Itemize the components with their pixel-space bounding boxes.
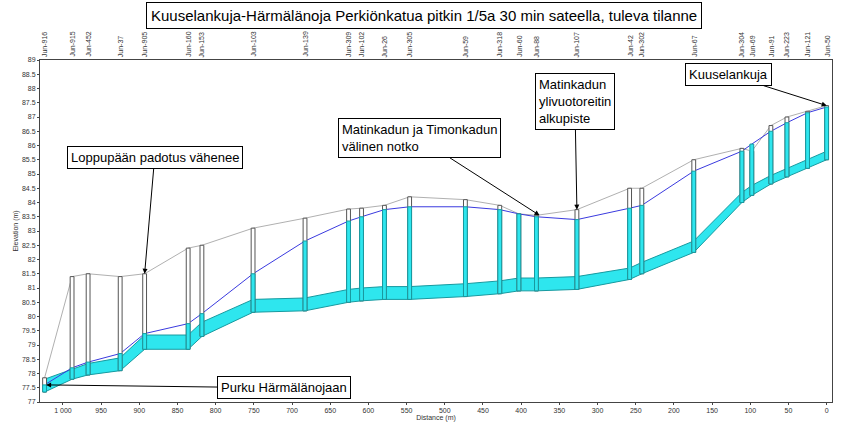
svg-text:87: 87 — [28, 113, 36, 120]
svg-text:0: 0 — [825, 407, 829, 414]
svg-text:450: 450 — [477, 407, 489, 414]
svg-text:Jun-318: Jun-318 — [496, 32, 503, 57]
svg-text:850: 850 — [172, 407, 184, 414]
svg-text:Loppupään padotus vähenee: Loppupään padotus vähenee — [71, 150, 239, 165]
svg-text:Jun-69: Jun-69 — [749, 35, 756, 57]
svg-text:Jun-102: Jun-102 — [358, 32, 365, 57]
svg-text:Distance (m): Distance (m) — [416, 414, 456, 422]
svg-text:83.5: 83.5 — [22, 213, 36, 220]
svg-text:Jun-103: Jun-103 — [250, 31, 257, 56]
svg-text:Jun-915: Jun-915 — [69, 31, 76, 56]
svg-text:Jun-309: Jun-309 — [345, 32, 352, 57]
svg-text:Jun-223: Jun-223 — [783, 32, 790, 57]
svg-text:79.5: 79.5 — [22, 327, 36, 334]
svg-text:84: 84 — [28, 199, 36, 206]
svg-text:Jun-160: Jun-160 — [185, 31, 192, 56]
svg-text:Jun-905: Jun-905 — [141, 32, 148, 57]
svg-text:950: 950 — [95, 407, 107, 414]
svg-text:1 000: 1 000 — [54, 407, 72, 414]
svg-text:Matinkadun ja Timonkadunväline: Matinkadun ja Timonkadunvälinen notko — [342, 122, 497, 154]
svg-text:750: 750 — [248, 407, 260, 414]
svg-text:Jun-59: Jun-59 — [462, 36, 469, 58]
svg-text:Jun-107: Jun-107 — [573, 32, 580, 57]
svg-text:Jun-139: Jun-139 — [302, 31, 309, 56]
svg-text:Jun-42: Jun-42 — [627, 35, 634, 57]
svg-text:Jun-153: Jun-153 — [198, 32, 205, 57]
svg-text:Jun-26: Jun-26 — [381, 36, 388, 58]
svg-text:700: 700 — [286, 407, 298, 414]
svg-text:77.5: 77.5 — [22, 384, 36, 391]
svg-text:Jun-452: Jun-452 — [85, 31, 92, 56]
svg-text:Jun-302: Jun-302 — [638, 32, 645, 57]
svg-text:78: 78 — [28, 370, 36, 377]
svg-text:Kuuselankuja: Kuuselankuja — [689, 67, 768, 82]
svg-text:Jun-916: Jun-916 — [41, 32, 48, 57]
svg-text:82: 82 — [28, 256, 36, 263]
svg-text:Matinkadunylivuotoreitinalkupi: Matinkadunylivuotoreitinalkupiste — [539, 77, 611, 126]
svg-text:900: 900 — [133, 407, 145, 414]
svg-text:Jun-305: Jun-305 — [406, 32, 413, 57]
svg-text:83: 83 — [28, 227, 36, 234]
svg-text:800: 800 — [210, 407, 222, 414]
svg-text:400: 400 — [515, 407, 527, 414]
svg-text:86: 86 — [28, 142, 36, 149]
svg-text:500: 500 — [439, 407, 451, 414]
svg-text:300: 300 — [592, 407, 604, 414]
svg-text:350: 350 — [553, 407, 565, 414]
svg-text:87.5: 87.5 — [22, 99, 36, 106]
svg-text:80.5: 80.5 — [22, 299, 36, 306]
svg-text:Elevation (m): Elevation (m) — [12, 210, 20, 251]
svg-text:84.5: 84.5 — [22, 185, 36, 192]
svg-text:86.5: 86.5 — [22, 128, 36, 135]
svg-text:200: 200 — [668, 407, 680, 414]
svg-text:82.5: 82.5 — [22, 242, 36, 249]
svg-text:81: 81 — [28, 284, 36, 291]
svg-text:Jun-67: Jun-67 — [691, 35, 698, 57]
svg-text:77: 77 — [28, 398, 36, 405]
svg-text:85: 85 — [28, 170, 36, 177]
svg-text:Jun-304: Jun-304 — [738, 32, 745, 57]
svg-text:78.5: 78.5 — [22, 356, 36, 363]
svg-text:100: 100 — [744, 407, 756, 414]
svg-text:250: 250 — [630, 407, 642, 414]
svg-text:81.5: 81.5 — [22, 270, 36, 277]
svg-text:50: 50 — [785, 407, 793, 414]
svg-text:650: 650 — [324, 407, 336, 414]
svg-text:85.5: 85.5 — [22, 156, 36, 163]
svg-text:Jun-37: Jun-37 — [117, 36, 124, 58]
svg-text:Kuuselankuja-Härmälänoja Perki: Kuuselankuja-Härmälänoja Perkiönkatua pi… — [151, 7, 697, 24]
svg-text:Jun-121: Jun-121 — [804, 32, 811, 57]
svg-text:Purku Härmälänojaan: Purku Härmälänojaan — [221, 380, 347, 395]
svg-text:150: 150 — [706, 407, 718, 414]
svg-text:89: 89 — [28, 56, 36, 63]
svg-text:Jun-91: Jun-91 — [768, 35, 775, 57]
svg-text:600: 600 — [363, 407, 375, 414]
svg-text:80: 80 — [28, 313, 36, 320]
svg-text:550: 550 — [401, 407, 413, 414]
svg-text:88: 88 — [28, 85, 36, 92]
svg-text:Jun-60: Jun-60 — [516, 35, 523, 57]
svg-text:Jun-50: Jun-50 — [824, 35, 831, 57]
svg-text:88.5: 88.5 — [22, 71, 36, 78]
svg-text:79: 79 — [28, 341, 36, 348]
svg-text:Jun-88: Jun-88 — [533, 36, 540, 58]
